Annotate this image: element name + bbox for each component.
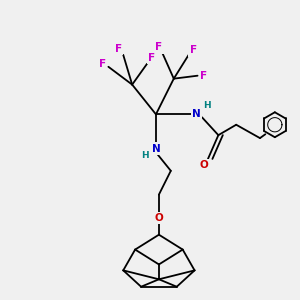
Text: H: H [141, 152, 148, 160]
Text: N: N [192, 109, 200, 119]
Text: F: F [115, 44, 122, 54]
Text: O: O [200, 160, 208, 170]
Text: H: H [203, 101, 210, 110]
Text: F: F [155, 43, 163, 52]
Text: F: F [200, 71, 207, 81]
Text: N: N [152, 143, 160, 154]
Text: F: F [190, 45, 197, 56]
Text: F: F [148, 53, 155, 63]
Text: O: O [154, 213, 163, 223]
Text: F: F [99, 59, 106, 69]
